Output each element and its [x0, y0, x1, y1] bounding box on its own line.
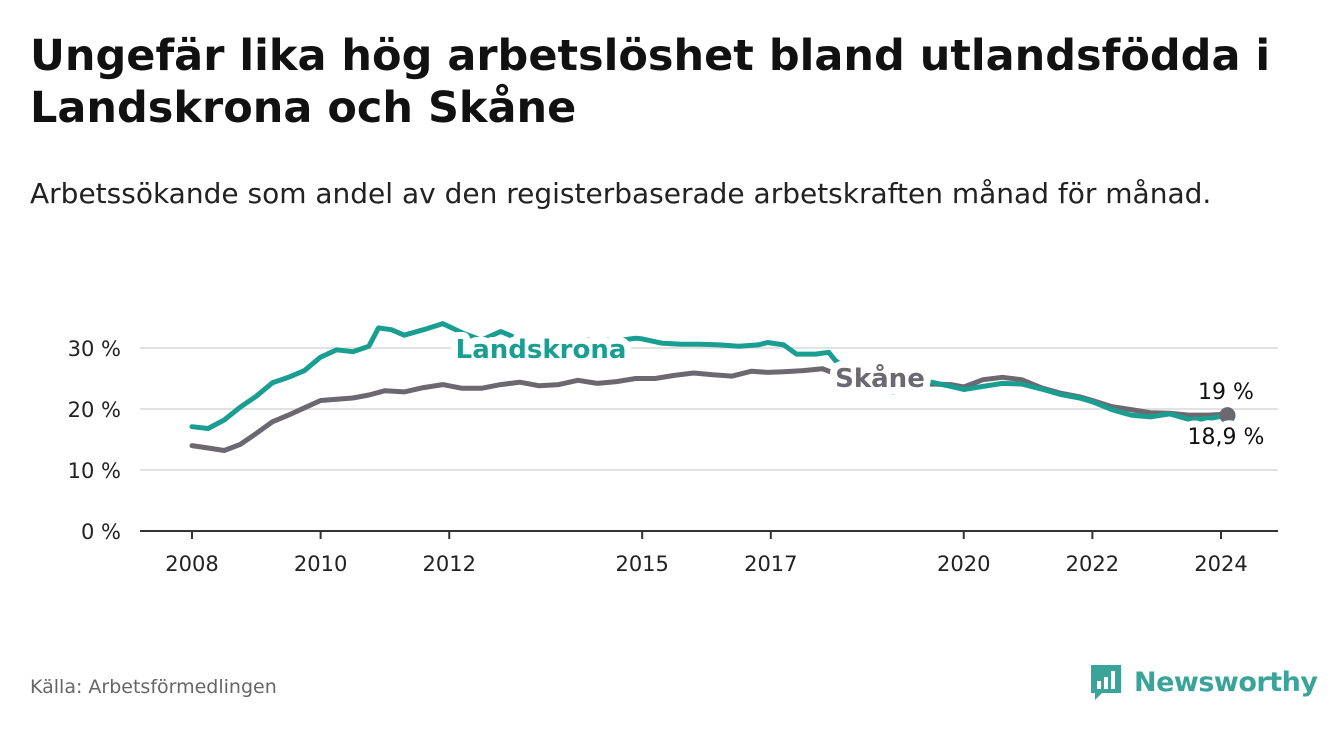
- x-tick-label: 2024: [1194, 552, 1247, 576]
- end-value-label-skane: 19 %: [1198, 380, 1254, 405]
- end-point-skane: [1219, 407, 1236, 424]
- y-axis-tick-labels: 0 % 10 % 20 % 30 %: [68, 337, 121, 544]
- x-tick-label: 2022: [1066, 552, 1119, 576]
- y-tick-label: 20 %: [68, 398, 121, 422]
- y-tick-label: 10 %: [68, 459, 121, 483]
- series-lines: [189, 321, 1236, 453]
- series-label-skane: Skåne: [835, 362, 925, 394]
- gridlines: [140, 347, 1278, 471]
- brand-name: Newsworthy: [1134, 666, 1318, 698]
- x-tick-label: 2008: [165, 552, 218, 576]
- series-line-landskrona: [189, 321, 1230, 431]
- x-axis: 2008 2010 2012 2015 2017 2020 2022 2024: [140, 530, 1278, 576]
- chart-subtitle: Arbetssökande som andel av den registerb…: [30, 177, 1212, 210]
- line-chart: 0 % 10 % 20 % 30 % 2008 2010 2012 2015 2017 2020…: [68, 321, 1278, 576]
- x-tick-label: 2010: [294, 552, 347, 576]
- newsworthy-logo-icon: [1091, 665, 1121, 700]
- x-tick-label: 2020: [937, 552, 990, 576]
- end-value-label-landskrona: 18,9 %: [1188, 425, 1265, 450]
- chart-title: Ungefär lika hög arbetslöshet bland utla…: [30, 31, 1271, 133]
- x-tick-label: 2012: [423, 552, 476, 576]
- end-value-label-skane-halo: 19 %: [1198, 380, 1254, 405]
- x-tick-label: 2015: [615, 552, 668, 576]
- y-tick-label: 0 %: [81, 520, 121, 544]
- brand[interactable]: Newsworthy: [1088, 660, 1318, 704]
- series-label-landskrona: Landskrona: [456, 335, 627, 365]
- series-label-landskrona-halo: Landskrona: [456, 335, 627, 365]
- y-tick-label: 30 %: [68, 337, 121, 361]
- x-tick-label: 2017: [744, 552, 797, 576]
- source-note: Källa: Arbetsförmedlingen: [30, 676, 277, 698]
